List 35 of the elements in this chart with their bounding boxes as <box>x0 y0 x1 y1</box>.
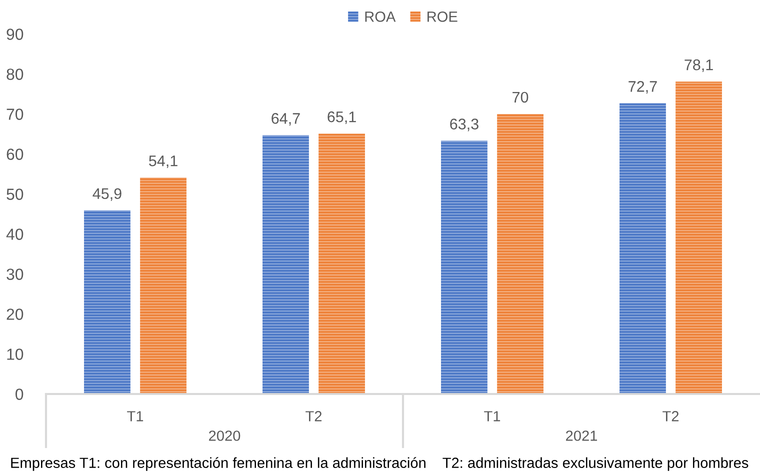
bar <box>676 82 722 394</box>
data-label: 78,1 <box>684 59 713 72</box>
bar <box>318 134 365 394</box>
data-label: 64,7 <box>272 113 300 126</box>
y-tick-label: 40 <box>6 228 24 240</box>
legend-label: ROE <box>428 12 458 22</box>
y-tick-label: 50 <box>6 188 24 200</box>
y-tick-label: 80 <box>6 68 24 80</box>
bar <box>497 114 544 394</box>
text: Empresas T1: con representación femenina en la administración T2: administradas exclusivamente por hombres <box>11 457 748 471</box>
bar <box>441 140 488 394</box>
legend-label: ROA <box>365 12 396 22</box>
data-label: 70 <box>512 92 528 103</box>
x-tick-label: T1 <box>484 411 500 422</box>
y-tick-label: 0 <box>16 388 24 400</box>
bar <box>620 103 666 394</box>
x-tick-label: T1 <box>127 411 144 422</box>
y-tick-label: 60 <box>6 148 24 160</box>
data-label: 63,3 <box>450 118 478 132</box>
y-tick-label: 30 <box>6 268 24 280</box>
y-tick-label: 20 <box>6 308 24 320</box>
data-label: 54,1 <box>149 156 178 168</box>
y-tick-label: 10 <box>7 348 24 360</box>
data-label: 45,9 <box>92 188 122 201</box>
bar <box>84 210 130 394</box>
text: 2020 <box>209 430 240 441</box>
y-tick-label: 70 <box>6 108 24 120</box>
data-label: 72,7 <box>628 81 657 94</box>
bar <box>140 178 186 394</box>
text: 2021 <box>566 430 598 441</box>
y-tick-label: 90 <box>6 28 24 40</box>
x-tick-label: T2 <box>306 411 322 422</box>
data-label: 65,1 <box>328 111 356 124</box>
bar <box>262 135 309 394</box>
x-tick-label: T2 <box>662 411 679 422</box>
